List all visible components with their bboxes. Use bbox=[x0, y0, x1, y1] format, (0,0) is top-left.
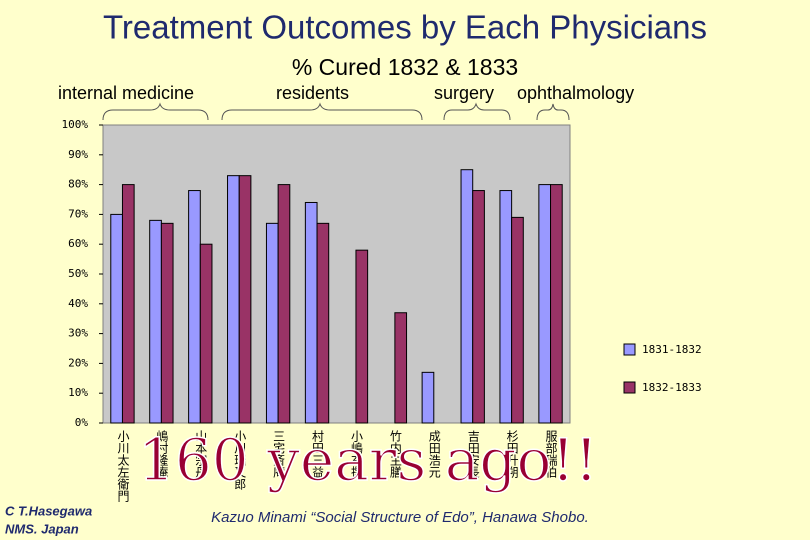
x-tick-label: 吉田安長 bbox=[466, 430, 480, 478]
bar bbox=[511, 216, 524, 424]
x-tick-label: 服部瑞伯 bbox=[544, 430, 558, 478]
bar bbox=[149, 219, 162, 424]
bar bbox=[265, 222, 279, 424]
x-tick-label: 小川瑞又郎 bbox=[233, 430, 247, 490]
group-braces bbox=[102, 102, 570, 121]
credit: NMS. Japan bbox=[5, 521, 79, 536]
bar bbox=[121, 184, 135, 424]
bar bbox=[277, 184, 291, 424]
y-tick-label: 30% bbox=[68, 327, 88, 340]
x-tick-label: 嶋村隆庵 bbox=[155, 430, 169, 479]
chart-title: Treatment Outcomes by Each Physicians bbox=[103, 9, 707, 46]
bar bbox=[227, 175, 240, 424]
bar bbox=[550, 184, 563, 424]
legend-label: 1832-1833 bbox=[642, 381, 702, 394]
legend-swatch bbox=[623, 381, 636, 394]
legend-swatch bbox=[623, 343, 636, 356]
bar bbox=[110, 213, 123, 424]
credit: C T.Hasegawa bbox=[5, 503, 92, 518]
bar bbox=[160, 222, 174, 424]
bar bbox=[472, 190, 485, 424]
x-tick-label: 杉田升朔 bbox=[505, 430, 519, 478]
legend-label: 1831-1832 bbox=[642, 343, 702, 356]
y-tick-label: 20% bbox=[68, 356, 88, 369]
y-tick-label: 0% bbox=[75, 416, 89, 429]
x-tick-label: 小川太左衛門 bbox=[116, 430, 130, 502]
group-label: surgery bbox=[434, 83, 494, 103]
y-tick-label: 40% bbox=[68, 297, 88, 310]
y-tick-label: 80% bbox=[68, 178, 88, 191]
plot: 0% 10% 20% 30% 40% 50% 60% 70% 80% 90% 100% 小川太左衛門 嶋… bbox=[62, 118, 702, 502]
y-tick-label: 70% bbox=[68, 207, 88, 220]
bar bbox=[238, 175, 252, 424]
x-tick-label: 三宅斎庵 bbox=[272, 430, 286, 479]
bar bbox=[188, 190, 201, 424]
x-tick-label: 村田三益 bbox=[311, 430, 325, 478]
group-label: residents bbox=[276, 83, 349, 103]
overlay-text: 160 years ago!! bbox=[138, 426, 598, 494]
bar bbox=[355, 249, 369, 424]
bar bbox=[394, 312, 408, 424]
y-tick-label: 100% bbox=[62, 118, 89, 131]
plot-area bbox=[102, 124, 571, 424]
bar bbox=[421, 371, 435, 424]
x-tick-label: 成田浩元 bbox=[427, 430, 441, 479]
bar bbox=[499, 190, 513, 424]
bar bbox=[538, 184, 552, 424]
x-tick-label: 竹内主膳 bbox=[388, 430, 402, 479]
y-tick-label: 60% bbox=[68, 237, 88, 250]
y-tick-label: 90% bbox=[68, 148, 88, 161]
bar bbox=[199, 243, 213, 424]
bar bbox=[304, 201, 318, 424]
x-tick-label: 山本宗丹 bbox=[194, 430, 208, 479]
y-tick-label: 50% bbox=[68, 267, 88, 280]
group-label: internal medicine bbox=[58, 83, 194, 103]
bar bbox=[316, 222, 330, 424]
bar bbox=[460, 169, 474, 424]
source: Kazuo Minami “Social Structure of Edo”, … bbox=[211, 509, 589, 526]
y-tick-label: 10% bbox=[68, 386, 88, 399]
x-tick-label: 小嶋玄撰 bbox=[349, 430, 363, 479]
group-label: ophthalmology bbox=[517, 83, 634, 103]
chart-subtitle: % Cured 1832 & 1833 bbox=[292, 54, 518, 80]
